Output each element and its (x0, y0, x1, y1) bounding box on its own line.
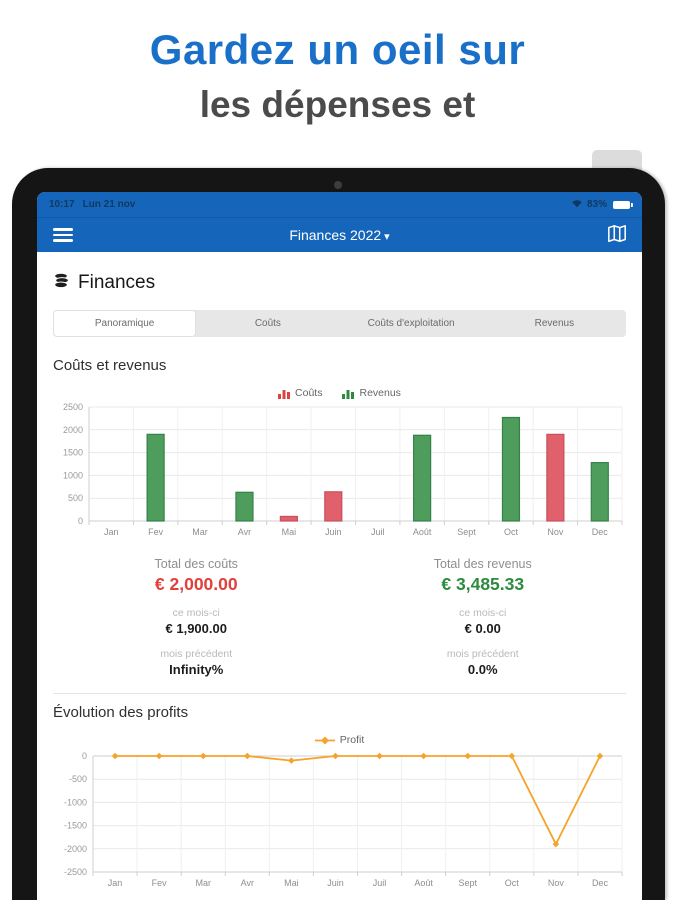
svg-text:Juil: Juil (371, 527, 385, 537)
svg-text:-500: -500 (69, 774, 87, 784)
svg-text:Jan: Jan (104, 527, 119, 537)
costs-revenues-bar-chart: 0 500 1000 1500 2000 2500 Jan Fev Mar Avr Mai Juin J… (63, 402, 623, 537)
svg-text:-1500: -1500 (64, 821, 87, 831)
status-bar: 10:17 Lun 21 nov 83% (37, 192, 642, 218)
svg-text:Nov: Nov (548, 878, 565, 888)
svg-text:500: 500 (68, 493, 83, 503)
costs-prev-month-label: mois précédent (160, 648, 233, 660)
costs-this-month-label: ce mois-ci (172, 607, 220, 619)
tablet-camera-dot (334, 181, 342, 189)
svg-text:Août: Août (414, 878, 433, 888)
nav-bar: Finances 2022 ▾ (37, 218, 642, 252)
svg-text:1500: 1500 (63, 448, 83, 458)
svg-text:Oct: Oct (504, 527, 519, 537)
total-revenues-value: € 3,485.33 (441, 574, 525, 594)
svg-text:2000: 2000 (63, 425, 83, 435)
svg-text:Mar: Mar (192, 527, 208, 537)
chevron-down-icon: ▾ (384, 231, 390, 243)
totals-costs: Total des coûts € 2,000.00 ce mois-ci € … (53, 557, 340, 677)
total-costs-label: Total des coûts (154, 557, 238, 571)
hamburger-icon[interactable] (53, 225, 73, 246)
tab-bar: Panoramique Coûts Coûts d'exploitation R… (53, 310, 626, 337)
coins-icon (53, 272, 70, 294)
total-revenues-label: Total des revenus (433, 557, 532, 571)
costs-prev-month-value: Infinity% (169, 662, 224, 677)
section-title-profit-evolution: Évolution des profits (53, 704, 189, 721)
legend-profit: Profit (314, 734, 365, 746)
svg-text:0: 0 (78, 516, 83, 526)
totals-row: Total des coûts € 2,000.00 ce mois-ci € … (53, 557, 626, 677)
revenues-prev-month-value: 0.0% (467, 662, 498, 677)
status-date: Lun 21 nov (82, 199, 136, 210)
map-icon[interactable] (606, 224, 628, 249)
svg-text:Nov: Nov (547, 527, 564, 537)
nav-title-label: Finances 2022 (289, 227, 382, 243)
tablet-screen: 10:17 Lun 21 nov 83% Finances 2022 ▾ (37, 192, 642, 900)
legend-revenues: Revenus (342, 387, 401, 399)
svg-text:Fev: Fev (148, 527, 164, 537)
revenues-this-month-label: ce mois-ci (459, 607, 507, 619)
hero-title: Gardez un oeil sur (149, 26, 526, 73)
svg-text:Mai: Mai (284, 878, 299, 888)
battery-icon (613, 200, 633, 209)
svg-text:Sept: Sept (458, 878, 477, 888)
tab-couts[interactable]: Coûts (254, 318, 281, 329)
totals-revenues: Total des revenus € 3,485.33 ce mois-ci … (340, 557, 627, 677)
tab-revenus[interactable]: Revenus (534, 318, 575, 329)
svg-text:Oct: Oct (505, 878, 520, 888)
tab-couts-exploitation[interactable]: Coûts d'exploitation (367, 318, 455, 329)
svg-text:Avr: Avr (241, 878, 254, 888)
bar-chart-legend: Coûts Revenus (53, 387, 626, 399)
svg-text:-2000: -2000 (64, 844, 87, 854)
section-divider (53, 693, 626, 694)
total-costs-value: € 2,000.00 (154, 574, 238, 594)
tab-panoramique[interactable]: Panoramique (53, 310, 197, 337)
svg-text:Juil: Juil (373, 878, 387, 888)
svg-text:Avr: Avr (238, 527, 251, 537)
line-diamond-icon (314, 736, 335, 744)
bar-chart-green-icon (342, 389, 355, 399)
line-chart-legend: Profit (53, 734, 626, 746)
revenues-this-month-value: € 0.00 (464, 621, 501, 636)
svg-text:Août: Août (413, 527, 432, 537)
battery-percent: 83% (586, 199, 607, 210)
main-content: Finances Panoramique Coûts Coûts d'explo… (37, 252, 642, 900)
tablet-power-button (592, 150, 642, 172)
svg-text:1000: 1000 (63, 470, 83, 480)
year-dropdown[interactable]: Finances 2022 ▾ (37, 227, 642, 243)
page-title-row: Finances (53, 271, 626, 295)
legend-revenues-label: Revenus (359, 387, 401, 399)
bar-chart-red-icon (278, 389, 291, 399)
svg-text:Jan: Jan (108, 878, 123, 888)
svg-text:Dec: Dec (592, 878, 609, 888)
svg-text:Dec: Dec (592, 527, 609, 537)
hero-subtitle: les dépenses et (199, 84, 476, 125)
svg-text:-2500: -2500 (64, 867, 87, 877)
legend-costs-label: Coûts (295, 387, 323, 399)
page-title: Finances (78, 272, 156, 293)
svg-text:Juin: Juin (327, 878, 344, 888)
svg-text:-1000: -1000 (64, 797, 87, 807)
svg-text:Juin: Juin (325, 527, 342, 537)
svg-text:0: 0 (82, 751, 87, 761)
costs-this-month-value: € 1,900.00 (165, 621, 227, 636)
status-time: 10:17 (49, 199, 75, 210)
svg-text:Mai: Mai (282, 527, 297, 537)
revenues-prev-month-label: mois précédent (446, 648, 519, 660)
svg-text:2500: 2500 (63, 402, 83, 412)
wifi-icon (571, 198, 583, 211)
legend-costs: Coûts (278, 387, 322, 399)
svg-text:Sept: Sept (457, 527, 476, 537)
section-title-costs-revenues: Coûts et revenus (53, 357, 167, 374)
svg-text:Mar: Mar (195, 878, 211, 888)
legend-profit-label: Profit (339, 734, 365, 746)
profit-line-chart: 0 -500 -1000 -1500 -2000 -2500 Jan Fev Mar Avr Mai… (64, 751, 623, 888)
svg-text:Fev: Fev (152, 878, 168, 888)
